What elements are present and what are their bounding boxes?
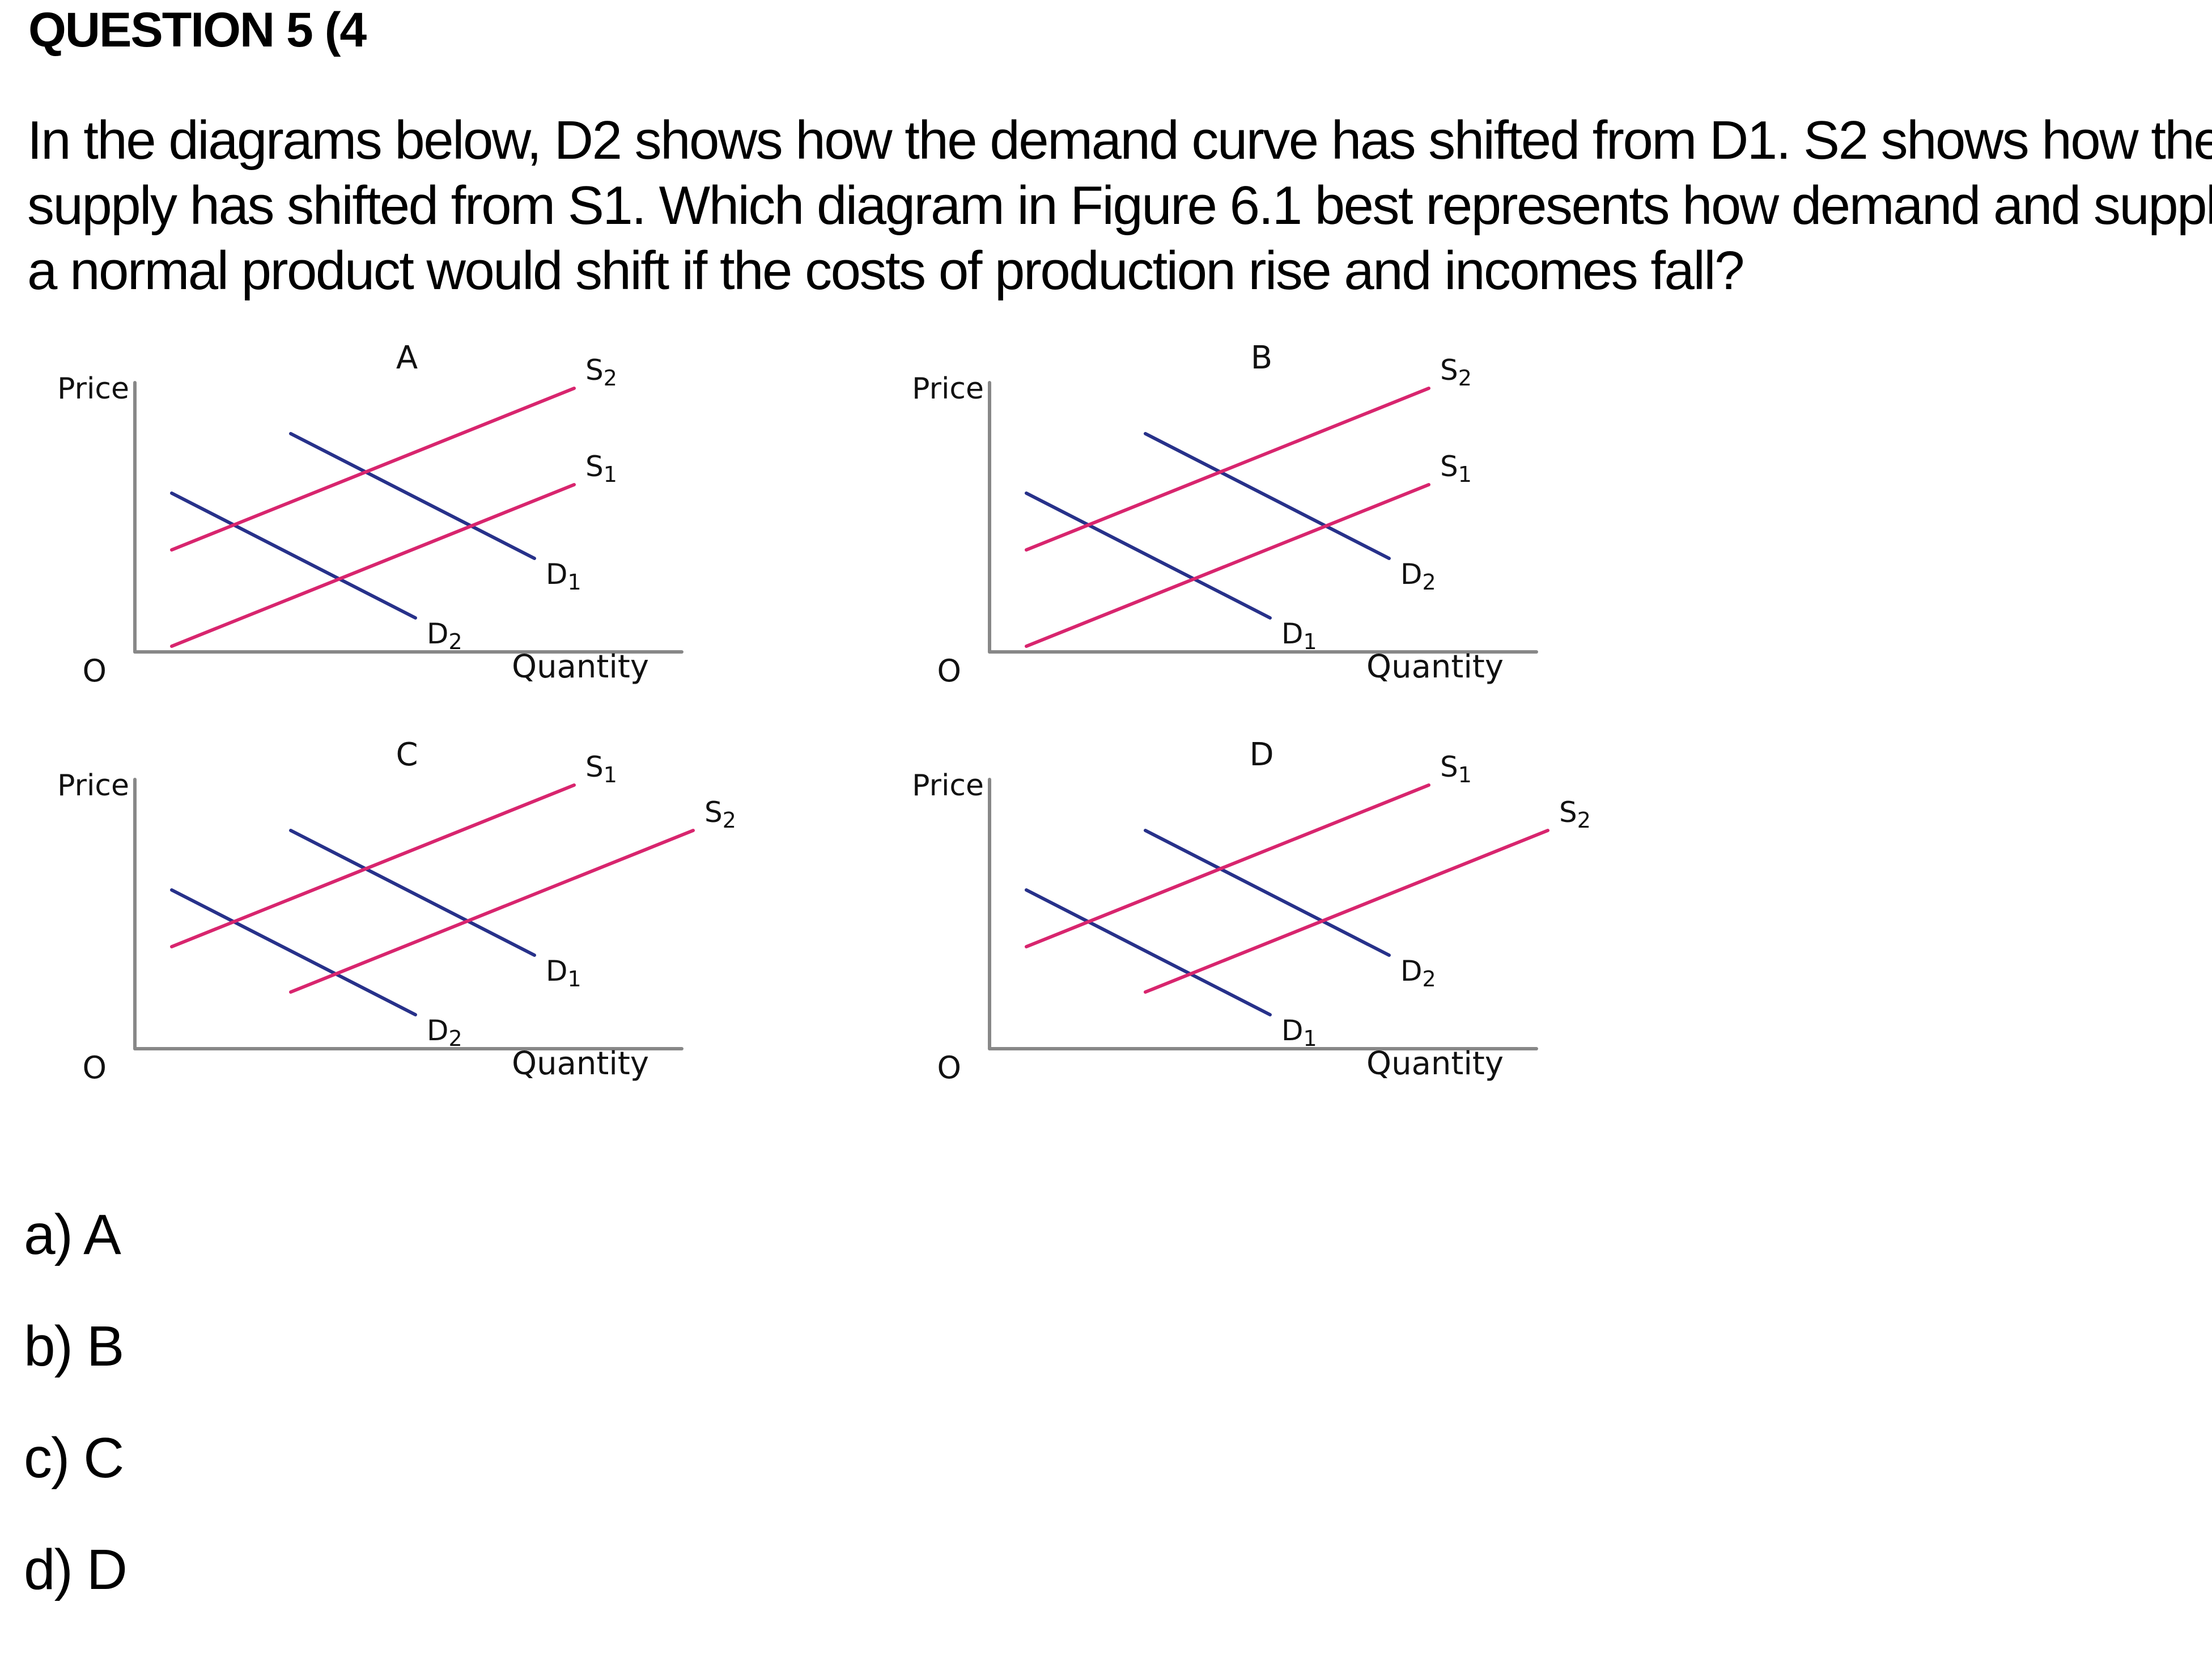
supply-curve-s1 — [170, 783, 576, 948]
option-a[interactable]: a) A — [24, 1203, 121, 1266]
origin-label: O — [82, 653, 107, 689]
demand-curve-d1 — [289, 829, 536, 957]
supply-curve-s2 — [289, 829, 695, 994]
label-d2: D2 — [1400, 955, 1436, 991]
demand-curve-d2 — [1144, 432, 1391, 560]
label-s2: S2 — [704, 796, 736, 833]
supply-curve-s2 — [170, 387, 576, 552]
diagram-label: B — [1251, 340, 1272, 376]
demand-curve-d1 — [1025, 888, 1272, 1016]
label-d2: D2 — [427, 617, 462, 654]
supply-curve-s1 — [1025, 783, 1430, 948]
label-d1: D1 — [1281, 617, 1317, 654]
question-line: a normal product would shift if the cost… — [27, 240, 1744, 301]
supply-curve-s1 — [1025, 483, 1430, 648]
label-s1: S1 — [1440, 450, 1472, 487]
quantity-axis-label: Quantity — [512, 1045, 649, 1082]
diagram-label: A — [396, 340, 418, 376]
demand-curve-d2 — [1144, 829, 1391, 957]
supply-curve-s1 — [170, 483, 576, 648]
label-s1: S1 — [1440, 751, 1472, 787]
demand-curve-d1 — [289, 432, 536, 560]
price-axis-label: Price — [912, 769, 984, 803]
label-s2: S2 — [1559, 796, 1591, 833]
label-d2: D2 — [1400, 558, 1436, 595]
label-s1: S1 — [585, 751, 617, 787]
supply-curve-s2 — [1025, 387, 1430, 552]
diagram-label: C — [396, 736, 418, 773]
option-b[interactable]: b) B — [24, 1315, 124, 1378]
label-s1: S1 — [585, 450, 617, 487]
label-d2: D2 — [427, 1014, 462, 1051]
demand-curve-d2 — [170, 888, 417, 1016]
supply-curve-s2 — [1144, 829, 1549, 994]
label-d1: D1 — [546, 558, 581, 595]
quantity-axis-label: Quantity — [1366, 649, 1504, 685]
question-line: supply has shifted from S1. Which diagra… — [27, 175, 2212, 236]
answer-options: a) A b) B c) C d) D — [24, 1203, 128, 1653]
label-s2: S2 — [585, 354, 617, 391]
figure-svg: Price Quantity O A D1 D2 S1 S2 Price Quantity O B D1… — [57, 340, 1591, 1086]
label-d1: D1 — [546, 955, 581, 991]
label-s2: S2 — [1440, 354, 1472, 391]
origin-label: O — [937, 1050, 961, 1086]
quantity-axis-label: Quantity — [1366, 1045, 1504, 1082]
quantity-axis-label: Quantity — [512, 649, 649, 685]
origin-label: O — [82, 1050, 107, 1086]
supply-demand-figure: Price Quantity O A D1 D2 S1 S2 Price Quantity O B D1… — [57, 340, 1591, 1086]
question-line: In the diagrams below, D2 shows how the … — [27, 110, 2212, 171]
price-axis-label: Price — [57, 769, 129, 803]
label-d1: D1 — [1281, 1014, 1317, 1051]
question-title: QUESTION 5 (4 — [28, 3, 367, 57]
price-axis-label: Price — [57, 372, 129, 406]
question-text: In the diagrams below, D2 shows how the … — [27, 108, 2212, 303]
diagram-label: D — [1249, 736, 1273, 773]
price-axis-label: Price — [912, 372, 984, 406]
demand-curve-d1 — [1025, 491, 1272, 620]
demand-curve-d2 — [170, 491, 417, 620]
origin-label: O — [937, 653, 961, 689]
option-d[interactable]: d) D — [24, 1538, 128, 1601]
option-c[interactable]: c) C — [24, 1426, 124, 1490]
